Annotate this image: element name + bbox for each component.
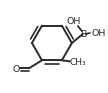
Text: OH: OH xyxy=(92,28,106,37)
Text: OH: OH xyxy=(67,16,81,25)
Text: CH₃: CH₃ xyxy=(70,58,86,67)
Text: O: O xyxy=(12,65,20,74)
Text: B: B xyxy=(80,29,86,39)
